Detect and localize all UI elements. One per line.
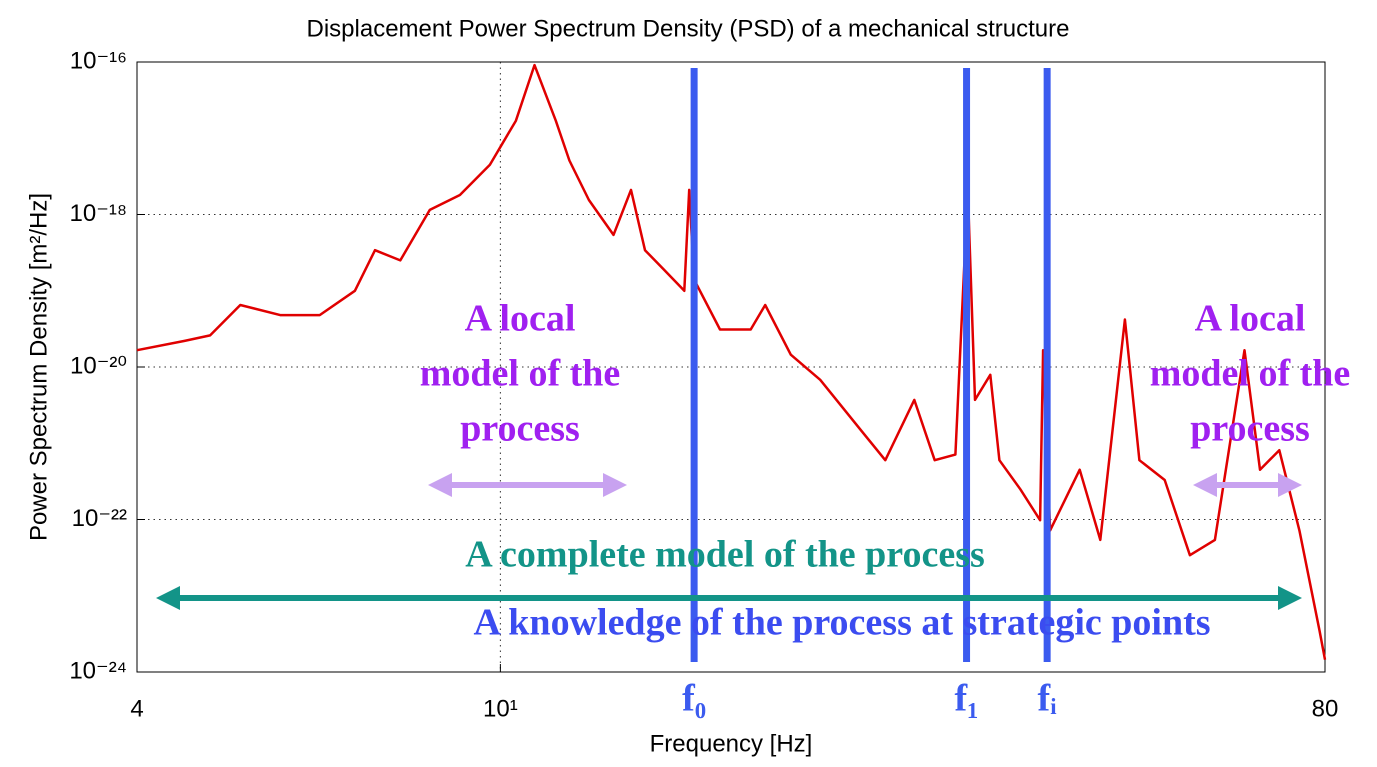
y-tick-label: 10⁻¹⁶	[70, 47, 127, 74]
y-tick-label: 10⁻¹⁸	[70, 200, 127, 227]
plot-frame	[136, 61, 1326, 673]
frequency-marker-label: f₀	[682, 678, 706, 720]
chart-title: Displacement Power Spectrum Density (PSD…	[307, 15, 1070, 42]
annotation: process	[460, 408, 580, 450]
x-tick-label: 10¹	[483, 695, 518, 722]
annotation: A complete model of the process	[465, 534, 985, 576]
frequency-marker-label: fᵢ	[1037, 678, 1057, 720]
frequency-marker-label: f₁	[955, 678, 979, 720]
y-tick-label: 10⁻²²	[72, 505, 127, 532]
annotation: A knowledge of the process at strategic …	[473, 602, 1210, 644]
annotation: model of the	[420, 353, 621, 395]
annotation: A local	[465, 298, 576, 340]
annotation: process	[1190, 408, 1310, 450]
data-line	[136, 63, 1327, 660]
x-tick-label: 80	[1312, 695, 1339, 722]
y-tick-label: 10⁻²⁰	[70, 352, 127, 379]
y-tick-label: 10⁻²⁴	[69, 657, 127, 684]
x-axis-label: Frequency [Hz]	[650, 730, 813, 757]
annotation: model of the	[1150, 353, 1351, 395]
annotation: A local	[1195, 298, 1306, 340]
x-tick-label: 4	[130, 695, 143, 722]
y-axis-label: Power Spectrum Density [m²/Hz]	[25, 193, 52, 541]
